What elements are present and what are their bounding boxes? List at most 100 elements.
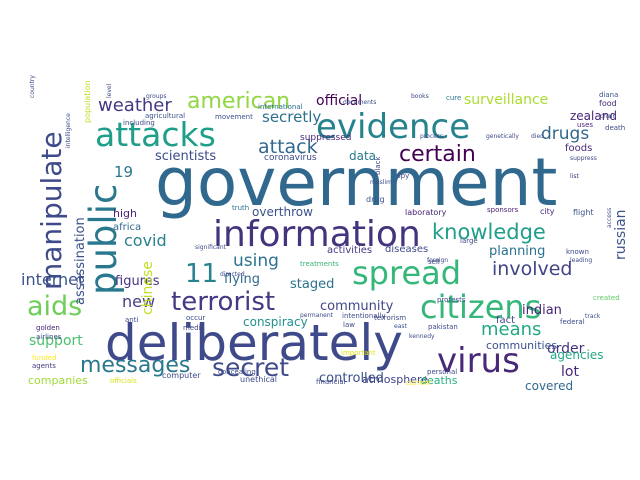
- cloud-word: attack: [258, 136, 318, 158]
- cloud-word: sell: [428, 258, 440, 266]
- cloud-word: american: [187, 89, 290, 114]
- cloud-word: east: [394, 323, 407, 330]
- cloud-word: citizens: [420, 288, 541, 326]
- cloud-word: country: [29, 75, 36, 98]
- cloud-word: public: [82, 184, 125, 295]
- cloud-word: cure: [446, 94, 461, 102]
- cloud-word: funded: [32, 354, 57, 362]
- cloud-word: scientists: [155, 149, 216, 164]
- cloud-word: federal: [560, 318, 585, 326]
- cloud-word: government: [155, 144, 557, 221]
- cloud-word: certain: [399, 142, 476, 167]
- cloud-word: overthrow: [252, 205, 313, 219]
- cloud-word: track: [585, 313, 601, 320]
- cloud-word: new: [122, 292, 155, 311]
- cloud-word: agencies: [550, 348, 604, 362]
- cloud-word: using: [233, 251, 279, 271]
- cloud-word: lot: [561, 364, 579, 380]
- cloud-word: treatments: [300, 260, 339, 268]
- cloud-word: died: [531, 133, 544, 140]
- cloud-word: sponsors: [487, 206, 519, 214]
- cloud-word: genetically: [486, 133, 519, 140]
- cloud-word: personal: [427, 368, 457, 376]
- cloud-word: support: [29, 333, 83, 349]
- cloud-word: permanent: [300, 312, 334, 319]
- cloud-word: covid: [124, 231, 167, 250]
- cloud-word: diana: [599, 91, 618, 99]
- cloud-word: involved: [492, 258, 572, 280]
- cloud-word: africa: [113, 222, 141, 233]
- cloud-word: controlled: [319, 371, 384, 386]
- cloud-word: secret: [212, 353, 289, 382]
- cloud-word: list: [570, 173, 579, 180]
- cloud-word: large: [460, 237, 478, 245]
- cloud-word: foreign: [427, 257, 448, 264]
- cloud-word: fact: [496, 315, 515, 326]
- cloud-word: computer: [162, 371, 201, 380]
- cloud-word: drugs: [541, 124, 589, 144]
- cloud-word: spy: [397, 172, 409, 180]
- cloud-word: intelligence: [65, 113, 72, 148]
- cloud-word: attacks: [95, 115, 216, 154]
- cloud-word: drug: [366, 195, 385, 204]
- cloud-word: coronavirus: [264, 153, 317, 163]
- cloud-word: deaths: [420, 374, 458, 387]
- cloud-word: agricultural: [145, 112, 185, 120]
- cloud-word: internet: [21, 270, 84, 289]
- cloud-word: evidence: [316, 107, 470, 147]
- cloud-word: process: [420, 133, 443, 140]
- cloud-word: 11: [185, 259, 218, 289]
- cloud-word: flight: [573, 208, 594, 217]
- cloud-word: flying: [224, 272, 260, 287]
- cloud-word: anti: [125, 316, 138, 324]
- cloud-word: spread: [352, 254, 461, 292]
- cloud-word: data: [349, 149, 376, 163]
- cloud-word: golden: [36, 324, 60, 332]
- cloud-word: zealand: [570, 109, 617, 123]
- cloud-word: communities: [486, 339, 557, 352]
- cloud-word: directed: [220, 271, 245, 278]
- cloud-word: 19: [114, 163, 133, 181]
- cloud-word: atmosphere: [362, 373, 428, 386]
- cloud-word: knowledge: [432, 220, 546, 244]
- cloud-word: access: [606, 208, 613, 228]
- cloud-word: current: [406, 379, 432, 387]
- cloud-word: groups: [146, 93, 167, 100]
- cloud-word: companies: [28, 374, 88, 387]
- cloud-word: law: [343, 321, 355, 329]
- cloud-word: indian: [522, 303, 562, 318]
- cloud-word: foods: [565, 143, 592, 154]
- cloud-word: activities: [327, 245, 372, 256]
- cloud-word: documents: [343, 99, 376, 106]
- cloud-word: assassination: [73, 217, 88, 305]
- cloud-word: messages: [80, 353, 190, 378]
- cloud-word: books: [411, 93, 429, 100]
- cloud-word: city: [540, 207, 555, 216]
- cloud-word: truth: [232, 204, 249, 212]
- cloud-word: pakistan: [428, 323, 458, 331]
- cloud-word: uses: [577, 121, 593, 129]
- cloud-word: conspiracy: [243, 315, 308, 329]
- cloud-word: death: [605, 124, 625, 132]
- cloud-word: concealing: [218, 368, 256, 376]
- cloud-word: figures: [115, 274, 160, 289]
- cloud-word: food: [599, 99, 617, 108]
- cloud-word: information: [213, 214, 421, 255]
- cloud-word: deliberately: [105, 314, 403, 372]
- cloud-word: means: [481, 319, 541, 340]
- cloud-word: chain: [600, 113, 616, 120]
- cloud-word: planning: [489, 244, 545, 259]
- cloud-word: created: [593, 294, 620, 302]
- cloud-word: intentionally: [342, 312, 386, 320]
- cloud-word: staged: [290, 277, 334, 292]
- cloud-word: diseases: [385, 244, 428, 255]
- cloud-word: officials: [110, 377, 137, 385]
- cloud-word: movement: [215, 113, 253, 121]
- cloud-word: black: [374, 155, 382, 175]
- cloud-word: russian: [613, 209, 629, 260]
- cloud-word: muslim: [370, 179, 392, 186]
- cloud-word: aids: [27, 291, 82, 322]
- cloud-word: virus: [437, 341, 520, 381]
- cloud-word: known: [566, 248, 589, 256]
